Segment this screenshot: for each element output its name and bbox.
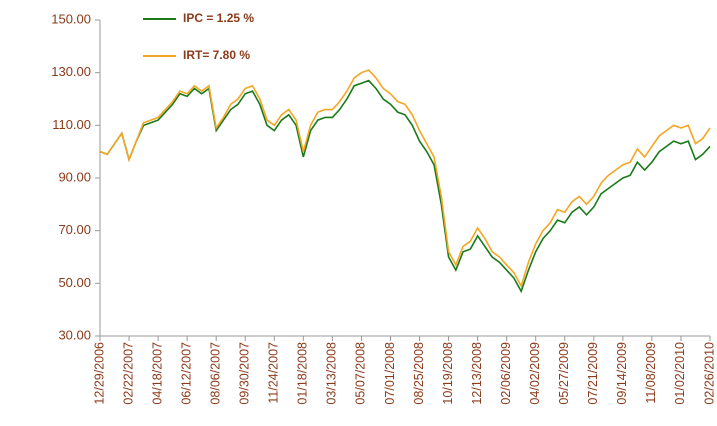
x-tick-label: 02/26/2010 [702,342,716,405]
x-tick-label: 10/19/2008 [441,342,455,405]
y-tick-label: 90.00 [58,169,91,184]
y-tick-label: 30.00 [58,327,91,342]
x-tick-label: 12/13/2008 [470,342,484,405]
y-tick-label: 110.00 [52,117,91,132]
x-tick-label: 06/12/2007 [179,342,193,405]
x-tick-label: 04/02/2009 [528,342,542,405]
x-tick-label: 02/06/2009 [499,342,513,405]
x-tick-label: 05/07/2008 [354,342,368,405]
x-tick-label: 05/27/2009 [557,342,571,405]
x-tick-label: 07/01/2008 [383,342,397,405]
x-tick-label: 08/06/2007 [208,342,222,405]
x-tick-label: 01/18/2008 [296,342,310,405]
x-tick-label: 07/21/2009 [586,342,600,405]
x-tick-label: 04/18/2007 [150,342,164,405]
y-tick-label: 70.00 [58,222,91,237]
x-tick-label: 01/02/2010 [673,342,687,405]
x-tick-label: 08/25/2008 [412,342,426,405]
x-tick-label: 11/08/2009 [644,342,658,404]
legend-label: IRT= 7.80 % [183,48,250,62]
x-tick-label: 09/30/2007 [238,342,252,405]
x-tick-label: 09/14/2009 [615,342,629,405]
y-tick-label: 50.00 [58,275,91,290]
legend-label: IPC = 1.25 % [183,11,254,25]
series-line [99,69,711,289]
y-tick-label: 150.00 [51,11,91,26]
x-tick-label: 12/29/2006 [92,342,106,405]
y-tick-label: 130.00 [51,64,91,79]
series-line [99,79,711,294]
x-tick-label: 11/24/2007 [267,342,281,404]
x-tick-label: 03/13/2008 [325,342,339,405]
x-tick-label: 02/22/2007 [121,342,135,405]
